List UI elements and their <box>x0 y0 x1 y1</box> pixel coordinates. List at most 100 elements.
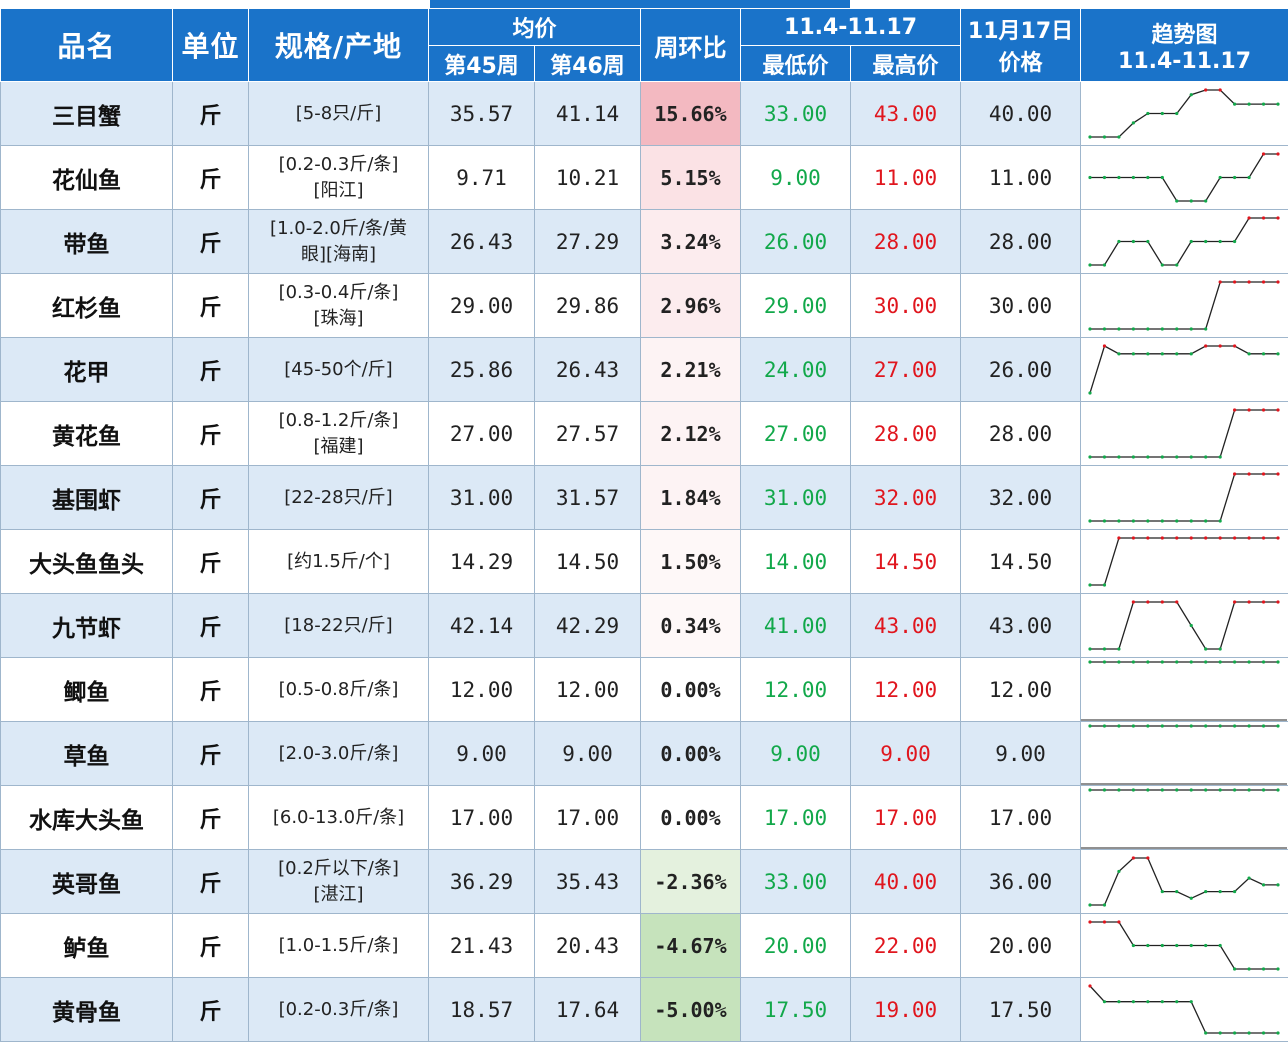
week45-price: 26.43 <box>428 209 535 274</box>
trend-chart <box>1081 660 1288 721</box>
trend-point <box>1218 455 1222 459</box>
week46-price: 10.21 <box>533 145 642 210</box>
trend-point <box>1233 536 1237 540</box>
min-price: 33.00 <box>740 81 852 146</box>
trend-point <box>1261 724 1266 728</box>
trend-point <box>1146 536 1150 540</box>
week46-price: 9.00 <box>533 721 642 786</box>
trend-point <box>1088 263 1092 267</box>
spec-origin: [0.2-0.3斤/条] <box>248 977 429 1042</box>
trend-point <box>1102 903 1107 907</box>
trend-point <box>1160 175 1164 180</box>
unit: 斤 <box>172 849 249 914</box>
trend-sparkline <box>1080 401 1288 466</box>
trend-point <box>1146 111 1150 116</box>
trend-point <box>1204 239 1208 244</box>
min-price: 33.00 <box>740 849 852 914</box>
trend-point <box>1218 943 1222 948</box>
date-price: 17.00 <box>960 785 1082 850</box>
table-row: 九节虾斤 [18-22只/斤] 42.14 42.29 0.34% 41.00 43.00 4… <box>0 593 1288 658</box>
trend-chart <box>1088 600 1280 651</box>
trend-chart <box>1088 344 1280 395</box>
trend-point <box>1175 327 1179 331</box>
trend-point <box>1146 1000 1150 1004</box>
trend-point <box>1261 472 1266 476</box>
trend-point <box>1218 660 1222 664</box>
trend-point <box>1117 352 1121 356</box>
trend-point <box>1102 263 1107 267</box>
spec-line: [0.2-0.3斤/条] <box>278 153 399 175</box>
trend-point <box>1189 93 1193 97</box>
trend-point <box>1247 102 1251 106</box>
trend-point <box>1233 724 1237 728</box>
trend-point <box>1189 239 1193 244</box>
trend-point <box>1160 660 1164 664</box>
max-price: 14.50 <box>850 529 962 594</box>
trend-point <box>1175 788 1179 792</box>
date-price: 26.00 <box>960 337 1082 402</box>
trend-point <box>1131 1000 1136 1004</box>
trend-chart <box>1088 984 1280 1035</box>
trend-point <box>1117 869 1121 874</box>
week45-price: 25.86 <box>428 337 535 402</box>
trend-line <box>1090 153 1279 202</box>
trend-point <box>1276 472 1280 476</box>
trend-point <box>1276 883 1280 887</box>
min-price: 12.00 <box>740 657 852 722</box>
product-name: 英哥鱼 <box>0 849 173 914</box>
trend-line <box>1090 857 1279 906</box>
trend-chart <box>1088 216 1280 267</box>
trend-point <box>1247 408 1251 412</box>
trend-point <box>1102 920 1107 924</box>
trend-point <box>1247 788 1251 792</box>
origin-line: [湛江] <box>313 883 364 905</box>
trend-point <box>1247 175 1251 180</box>
header-name: 品名 <box>0 8 173 82</box>
header-trend-line2: 11.4-11.17 <box>1118 48 1252 74</box>
trend-sparkline <box>1080 657 1288 722</box>
wow-change: 2.21% <box>640 337 742 402</box>
trend-point <box>1102 583 1107 587</box>
trend-point <box>1204 455 1208 459</box>
trend-sparkline <box>1080 529 1288 594</box>
trend-point <box>1233 102 1237 106</box>
date-price: 12.00 <box>960 657 1082 722</box>
product-name: 黄骨鱼 <box>0 977 173 1042</box>
trend-point <box>1160 600 1164 604</box>
trend-point <box>1088 455 1092 459</box>
date-price: 28.00 <box>960 401 1082 466</box>
trend-line <box>1090 217 1279 266</box>
trend-point <box>1218 889 1222 894</box>
product-name: 花甲 <box>0 337 173 402</box>
trend-point <box>1204 647 1208 651</box>
max-price: 27.00 <box>850 337 962 402</box>
spec-origin: [0.2斤以下/条] [湛江] <box>248 849 429 914</box>
max-price: 11.00 <box>850 145 962 210</box>
trend-point <box>1088 903 1092 907</box>
week46-price: 29.86 <box>533 273 642 338</box>
trend-point <box>1131 175 1136 180</box>
table-row: 红杉鱼斤 [0.3-0.4斤/条] [珠海] 29.00 29.86 2.96% 29.00… <box>0 273 1288 338</box>
trend-point <box>1233 239 1237 244</box>
unit: 斤 <box>172 785 249 850</box>
trend-point <box>1175 600 1179 604</box>
week46-price: 17.00 <box>533 785 642 850</box>
trend-point <box>1117 536 1121 540</box>
week45-price: 12.00 <box>428 657 535 722</box>
trend-sparkline <box>1080 593 1288 658</box>
spec-line: [约1.5斤/个] <box>287 550 390 572</box>
table-row: 鲫鱼斤 [0.5-0.8斤/条] 12.00 12.00 0.00% 12.00 12.00… <box>0 657 1288 722</box>
min-price: 31.00 <box>740 465 852 530</box>
trend-point <box>1088 788 1092 792</box>
trend-point <box>1247 216 1251 220</box>
title-strip <box>430 0 850 8</box>
trend-point <box>1204 943 1208 948</box>
spec-origin: [0.5-0.8斤/条] <box>248 657 429 722</box>
week46-price: 20.43 <box>533 913 642 978</box>
week45-price: 42.14 <box>428 593 535 658</box>
trend-point <box>1276 724 1280 728</box>
trend-point <box>1218 1031 1222 1035</box>
trend-sparkline <box>1080 977 1288 1042</box>
trend-point <box>1117 327 1121 331</box>
trend-point <box>1233 344 1237 348</box>
